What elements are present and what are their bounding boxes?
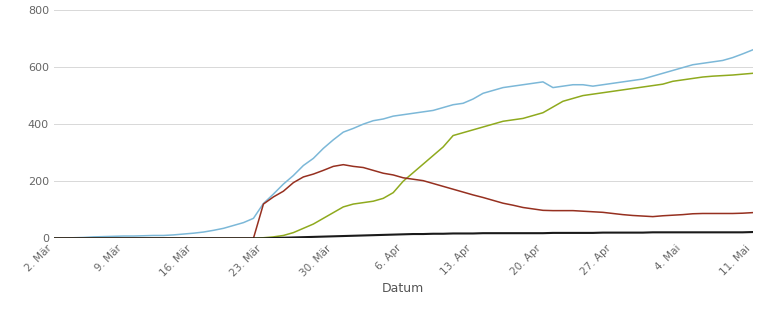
Summe Infektionen gesamt: [49, 236, 58, 240]
Summe Verstorben: [468, 231, 478, 235]
Summe Genesene: [309, 222, 318, 226]
Summe Verstorben: [69, 236, 78, 240]
Summe Verstorben: [748, 230, 757, 234]
Summe aktuell Erkrankte: [399, 176, 408, 180]
Summe Infektionen gesamt: [249, 216, 258, 220]
Summe aktuell Erkrankte: [588, 210, 598, 214]
Summe aktuell Erkrankte: [49, 236, 58, 240]
Summe Infektionen gesamt: [748, 48, 757, 52]
Line: Summe Verstorben: Summe Verstorben: [54, 232, 753, 238]
Summe Genesene: [708, 74, 717, 78]
Summe Infektionen gesamt: [389, 114, 398, 118]
Line: Summe Infektionen gesamt: Summe Infektionen gesamt: [54, 50, 753, 238]
Summe Verstorben: [49, 236, 58, 240]
Summe aktuell Erkrankte: [249, 236, 258, 240]
Summe Verstorben: [309, 235, 318, 239]
Summe Genesene: [748, 71, 757, 75]
Summe Genesene: [69, 236, 78, 240]
Summe Infektionen gesamt: [468, 97, 478, 101]
Summe Verstorben: [249, 236, 258, 240]
Summe aktuell Erkrankte: [339, 163, 348, 166]
Summe aktuell Erkrankte: [718, 212, 727, 215]
Summe aktuell Erkrankte: [478, 196, 488, 200]
Summe Infektionen gesamt: [708, 60, 717, 64]
Summe Infektionen gesamt: [309, 157, 318, 161]
Summe Genesene: [249, 236, 258, 240]
Summe aktuell Erkrankte: [748, 211, 757, 214]
Line: Summe aktuell Erkrankte: Summe aktuell Erkrankte: [54, 165, 753, 238]
Summe Infektionen gesamt: [69, 236, 78, 240]
Line: Summe Genesene: Summe Genesene: [54, 73, 753, 238]
Summe Genesene: [389, 191, 398, 195]
Summe Verstorben: [389, 233, 398, 237]
Summe Genesene: [468, 128, 478, 132]
Summe aktuell Erkrankte: [69, 236, 78, 240]
Summe Verstorben: [708, 230, 717, 234]
X-axis label: Datum: Datum: [382, 282, 425, 295]
Summe Genesene: [49, 236, 58, 240]
